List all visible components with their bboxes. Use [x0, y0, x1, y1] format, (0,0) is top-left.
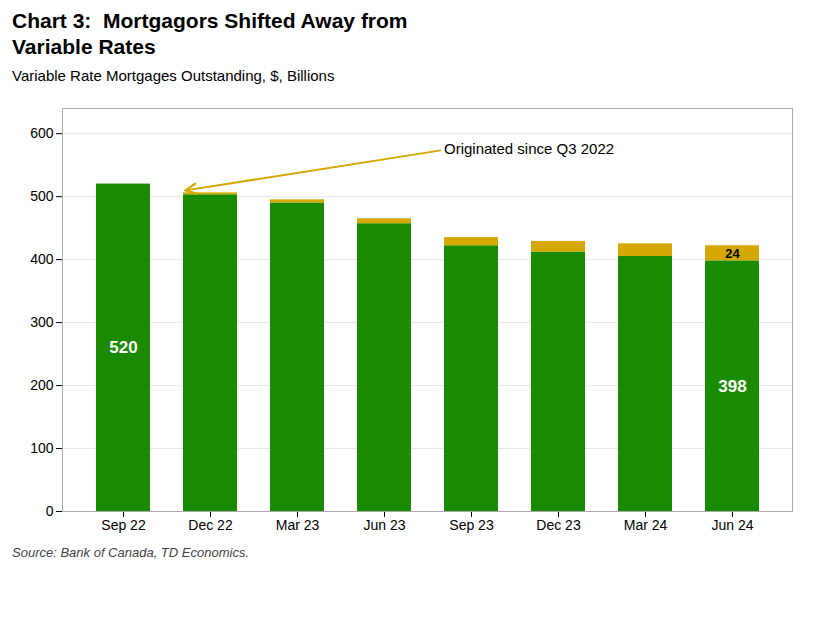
svg-text:Sep 23: Sep 23	[449, 517, 494, 533]
svg-text:400: 400	[30, 251, 54, 267]
svg-text:Jun 24: Jun 24	[711, 517, 753, 533]
svg-text:Sep 22: Sep 22	[101, 517, 146, 533]
svg-text:Mar 23: Mar 23	[276, 517, 320, 533]
html-text:Source: Bank of Canada, TD Eco: Source: Bank of Canada, TD Economics.	[12, 544, 249, 560]
svg-text:520: 520	[109, 338, 137, 357]
svg-text:500: 500	[30, 188, 54, 204]
svg-text:100: 100	[30, 440, 54, 456]
svg-text:300: 300	[30, 314, 54, 330]
svg-text:0: 0	[46, 502, 54, 518]
svg-text:Mar 24: Mar 24	[624, 517, 668, 533]
html-text:Variable Rate Mortgages Outsta: Variable Rate Mortgages Outstanding, $, …	[12, 66, 335, 84]
svg-text:24: 24	[725, 245, 740, 260]
html-text:Chart 3: Mortgagors Shifted Aw: Chart 3: Mortgagors Shifted Away from Va…	[12, 9, 408, 59]
svg-text:Dec 22: Dec 22	[188, 517, 233, 533]
svg-text:398: 398	[718, 376, 746, 395]
svg-text:600: 600	[30, 125, 54, 141]
svg-text:200: 200	[30, 377, 54, 393]
svg-text:Jun 23: Jun 23	[363, 517, 405, 533]
svg-text:Dec 23: Dec 23	[536, 517, 581, 533]
svg-text:Originated since Q3 2022: Originated since Q3 2022	[444, 140, 614, 157]
